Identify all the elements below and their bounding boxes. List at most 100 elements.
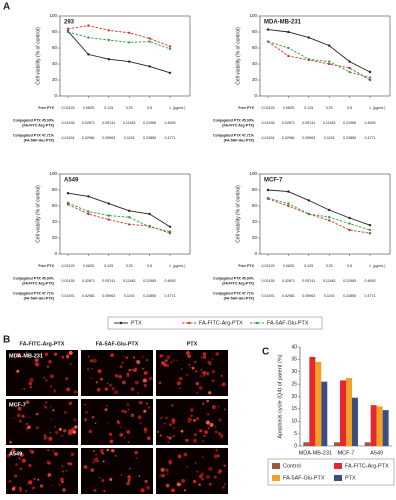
legend-box: [267, 458, 395, 486]
cell-spot: [52, 449, 55, 452]
cell-spot: [104, 387, 108, 391]
point: [266, 196, 270, 200]
cell-spot: [202, 440, 204, 442]
dose-value: 0.11482: [123, 279, 136, 283]
dose-value: 0.02871: [82, 279, 95, 283]
cell-spot: [66, 387, 71, 392]
cell-spot: [118, 374, 123, 379]
dose-value: 0.4771: [365, 294, 376, 298]
cell-spot: [84, 403, 86, 406]
x-tick-label: 0.0625: [83, 106, 94, 110]
cell-spot: [15, 404, 17, 406]
cell-spot: [111, 387, 115, 391]
x-tick-label: 1: [369, 106, 371, 110]
y-tick-label: 100: [249, 171, 257, 176]
cell-spot: [217, 470, 221, 475]
cell-spot: [140, 488, 145, 493]
y-tick-label: 100: [249, 13, 257, 18]
cell-spot: [211, 405, 216, 410]
cell-spot: [222, 486, 225, 489]
point: [348, 60, 351, 63]
point: [368, 228, 372, 232]
row-label: (FA-5AF-Glu-PTX): [224, 138, 255, 142]
cell-spot: [192, 419, 196, 422]
cell-spot: [215, 352, 219, 356]
y-tick-label: 0: [254, 251, 257, 256]
row-label: Conjugated PTX 47.71%: [213, 133, 255, 137]
y-tick-label: 0: [54, 251, 57, 256]
cell-spot: [120, 474, 123, 476]
cell-spot: [62, 470, 65, 473]
point: [107, 214, 111, 217]
cell-spot: [219, 434, 224, 438]
cell-spot: [65, 354, 70, 359]
point: [87, 36, 90, 39]
cell-spot: [124, 427, 127, 430]
bar: [309, 356, 316, 446]
series-line: [67, 30, 171, 74]
cell-spot: [190, 414, 193, 418]
cell-spot: [200, 472, 204, 476]
plot-frame: [259, 15, 391, 97]
cell-spot: [201, 477, 204, 481]
x-tick-label: 0.0625: [283, 106, 294, 110]
cell-spot: [171, 488, 175, 493]
series-line: [267, 197, 371, 231]
point: [148, 40, 151, 43]
cell-spot: [71, 427, 75, 431]
cell-spot: [114, 454, 117, 457]
point: [148, 37, 151, 40]
dose-value: 0.02981: [282, 136, 295, 140]
cell-spot: [11, 487, 16, 491]
cell-spot: [176, 482, 181, 487]
point: [368, 232, 372, 235]
cell-spot: [18, 457, 21, 460]
x-tick-label: 0.5: [147, 106, 152, 110]
y-tick-label: 5: [294, 431, 297, 437]
point: [128, 60, 131, 63]
cell-spot: [121, 409, 124, 413]
cell-spot: [107, 382, 109, 385]
cell-spot: [142, 378, 147, 383]
cell-spot: [186, 373, 189, 377]
y-tick-label: 15: [291, 406, 297, 412]
point: [107, 29, 111, 32]
x-tick-label: 0.25: [326, 264, 333, 268]
cell-spot: [58, 483, 61, 486]
cell-spot: [145, 402, 148, 405]
y-tick-label: 100: [49, 13, 57, 18]
cell-spot: [43, 436, 48, 440]
cell-spot: [214, 426, 217, 428]
cell-spot: [135, 457, 138, 460]
y-axis-label: Apoptosis cycle (Q4) of parent (%): [277, 354, 283, 438]
dose-value: 0.02871: [282, 279, 295, 283]
cell-spot: [199, 429, 203, 433]
y-tick-label: 80: [52, 29, 58, 34]
dose-value: 0.11482: [123, 121, 136, 125]
dose-value: 0.22965: [143, 121, 156, 125]
cell-spot: [168, 462, 172, 465]
cell-spot: [177, 454, 182, 459]
cell-spot: [137, 392, 139, 394]
series-line: [267, 189, 371, 226]
y-tick-label: 20: [291, 394, 297, 400]
cell-spot: [208, 391, 212, 395]
cell-spot: [44, 406, 48, 409]
cell-spot: [148, 376, 153, 381]
point: [348, 222, 351, 225]
cell-spot: [44, 352, 49, 356]
cell-spot: [25, 428, 28, 430]
cell-spot: [29, 386, 32, 389]
cell-spot: [108, 432, 113, 436]
row-label: Free PTX: [38, 106, 54, 110]
row-label: Conjugated PTX 45.93%: [13, 118, 55, 122]
cell-spot: [161, 473, 165, 478]
cell-spot: [213, 454, 218, 459]
cell-spot: [203, 434, 206, 437]
cell-spot: [68, 401, 73, 406]
cell-spot: [34, 358, 39, 363]
cell-spot: [200, 356, 203, 358]
cell-spot: [143, 430, 147, 434]
cell-spot: [130, 413, 135, 418]
cell-spot: [93, 457, 98, 462]
